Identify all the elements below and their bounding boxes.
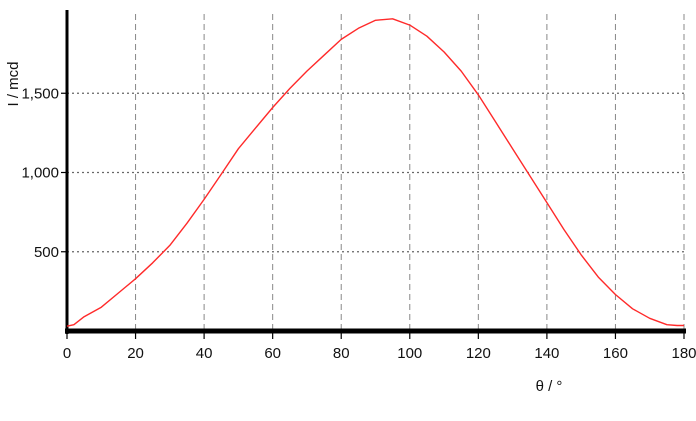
series-layer — [66, 18, 684, 327]
y-axis-title: I / mcd — [5, 61, 22, 106]
series-line — [66, 18, 684, 327]
x-tick-label: 180 — [671, 345, 696, 362]
grid — [67, 14, 685, 331]
axes — [61, 10, 686, 339]
x-tick-label: 120 — [466, 345, 491, 362]
x-tick-label: 140 — [534, 345, 559, 362]
x-axis-title: θ / ° — [536, 378, 563, 395]
labels: 0 20 40 60 80 100 120 140 160 180 500 1,000 1,500 θ /… — [5, 61, 696, 395]
x-tick-label: 80 — [333, 345, 350, 362]
y-tick-label: 500 — [34, 244, 59, 261]
y-tick-label: 1,500 — [21, 85, 59, 102]
y-tick-label: 1,000 — [21, 165, 59, 182]
x-tick-label: 40 — [196, 345, 213, 362]
x-tick-label: 0 — [63, 345, 71, 362]
x-tick-label: 20 — [127, 345, 144, 362]
x-tick-label: 100 — [397, 345, 422, 362]
x-tick-label: 60 — [264, 345, 281, 362]
x-tick-label: 160 — [603, 345, 628, 362]
